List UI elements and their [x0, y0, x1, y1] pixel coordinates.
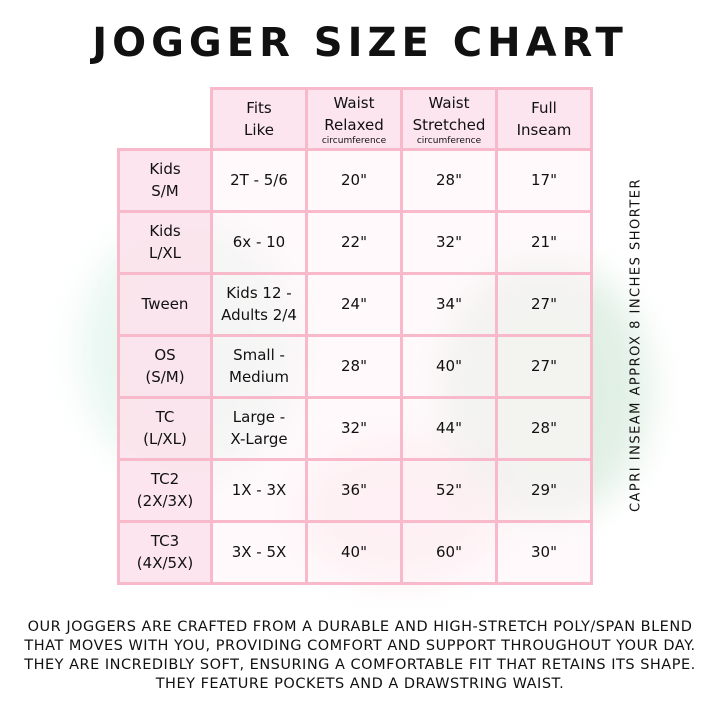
fits-like-cell: 3X - 5X [210, 519, 308, 585]
waist-stretched-cell: 34" [400, 271, 498, 337]
fits-like-cell: Kids 12 - Adults 2/4 [210, 271, 308, 337]
column-header: Full Inseam [495, 87, 593, 151]
waist-stretched-cell: 60" [400, 519, 498, 585]
size-line2: L/XL [148, 244, 182, 262]
size-label: TC (L/XL) [117, 395, 213, 461]
fits-line1: 3X - 5X [231, 543, 287, 561]
size-line1: TC2 [150, 470, 180, 488]
header-line1: Waist [428, 93, 470, 112]
header-line2: Stretched [412, 115, 486, 134]
size-label: Tween [117, 271, 213, 337]
fits-line1: 2T - 5/6 [230, 171, 288, 189]
size-label: TC3 (4X/5X) [117, 519, 213, 585]
fits-like-cell: Large - X-Large [210, 395, 308, 461]
table-row: Kids L/XL 6x - 10 22" 32" 21" [117, 209, 593, 275]
size-label: Kids L/XL [117, 209, 213, 275]
size-line2: (S/M) [145, 368, 185, 386]
waist-stretched-cell: 52" [400, 457, 498, 523]
full-inseam-cell: 29" [495, 457, 593, 523]
size-label: Kids S/M [117, 147, 213, 213]
size-line1: Tween [141, 295, 189, 313]
header-line1: Full [531, 98, 557, 117]
full-inseam-cell: 21" [495, 209, 593, 275]
table-row: TC (L/XL) Large - X-Large 32" 44" 28" [117, 395, 593, 461]
fits-line2: Medium [229, 368, 289, 386]
size-line2: (4X/5X) [136, 554, 194, 572]
header-line2: Relaxed [324, 115, 384, 134]
full-inseam-cell: 27" [495, 271, 593, 337]
corner-cell [119, 89, 212, 150]
table-row: Kids S/M 2T - 5/6 20" 28" 17" [117, 147, 593, 213]
table-row: Tween Kids 12 - Adults 2/4 24" 34" 27" [117, 271, 593, 337]
waist-relaxed-cell: 28" [305, 333, 403, 399]
full-inseam-cell: 28" [495, 395, 593, 461]
capri-note: CAPRI INSEAM APPROX 8 INCHES SHORTER [628, 177, 644, 513]
table-row: OS (S/M) Small - Medium 28" 40" 27" [117, 333, 593, 399]
fits-like-cell: 6x - 10 [210, 209, 308, 275]
size-line1: TC3 [150, 532, 180, 550]
header-sub: circumference [321, 135, 387, 146]
column-header: Waist Stretched circumference [400, 87, 498, 151]
waist-stretched-cell: 40" [400, 333, 498, 399]
fits-line1: 1X - 3X [231, 481, 287, 499]
fits-like-cell: 1X - 3X [210, 457, 308, 523]
waist-relaxed-cell: 22" [305, 209, 403, 275]
fits-line1: Large - [232, 408, 286, 426]
column-header: Fits Like [210, 87, 308, 151]
table-row: TC3 (4X/5X) 3X - 5X 40" 60" 30" [117, 519, 593, 585]
fits-like-cell: 2T - 5/6 [210, 147, 308, 213]
header-line1: Waist [333, 93, 375, 112]
header-line2: Inseam [516, 120, 572, 139]
fits-line2: X-Large [230, 430, 288, 448]
waist-relaxed-cell: 20" [305, 147, 403, 213]
waist-relaxed-cell: 40" [305, 519, 403, 585]
header-line2: Like [244, 120, 274, 139]
size-line2: S/M [151, 182, 179, 200]
size-label: OS (S/M) [117, 333, 213, 399]
waist-stretched-cell: 44" [400, 395, 498, 461]
full-inseam-cell: 27" [495, 333, 593, 399]
size-line1: Kids [149, 222, 181, 240]
size-line2: (L/XL) [143, 430, 187, 448]
header-line1: Fits [246, 98, 272, 117]
waist-relaxed-cell: 32" [305, 395, 403, 461]
waist-relaxed-cell: 36" [305, 457, 403, 523]
size-label: TC2 (2X/3X) [117, 457, 213, 523]
size-line1: Kids [149, 160, 181, 178]
header-row: Fits Like Waist Relaxed circumference Waist St… [119, 87, 593, 151]
product-description: OUR JOGGERS ARE CRAFTED FROM A DURABLE A… [24, 619, 696, 692]
size-line1: TC [155, 408, 175, 426]
waist-relaxed-cell: 24" [305, 271, 403, 337]
size-line2: (2X/3X) [136, 492, 194, 510]
fits-like-cell: Small - Medium [210, 333, 308, 399]
size-line1: OS [154, 346, 176, 364]
fits-line1: Small - [233, 346, 285, 364]
fits-line2: Adults 2/4 [221, 306, 297, 324]
waist-stretched-cell: 32" [400, 209, 498, 275]
page-title: JOGGER SIZE CHART [92, 20, 628, 66]
size-chart-table: Fits Like Waist Relaxed circumference Waist St… [117, 87, 593, 585]
full-inseam-cell: 30" [495, 519, 593, 585]
fits-line1: 6x - 10 [232, 233, 286, 251]
waist-stretched-cell: 28" [400, 147, 498, 213]
header-sub: circumference [416, 135, 482, 146]
table-row: TC2 (2X/3X) 1X - 3X 36" 52" 29" [117, 457, 593, 523]
fits-line1: Kids 12 - [226, 284, 292, 302]
full-inseam-cell: 17" [495, 147, 593, 213]
column-header: Waist Relaxed circumference [305, 87, 403, 151]
